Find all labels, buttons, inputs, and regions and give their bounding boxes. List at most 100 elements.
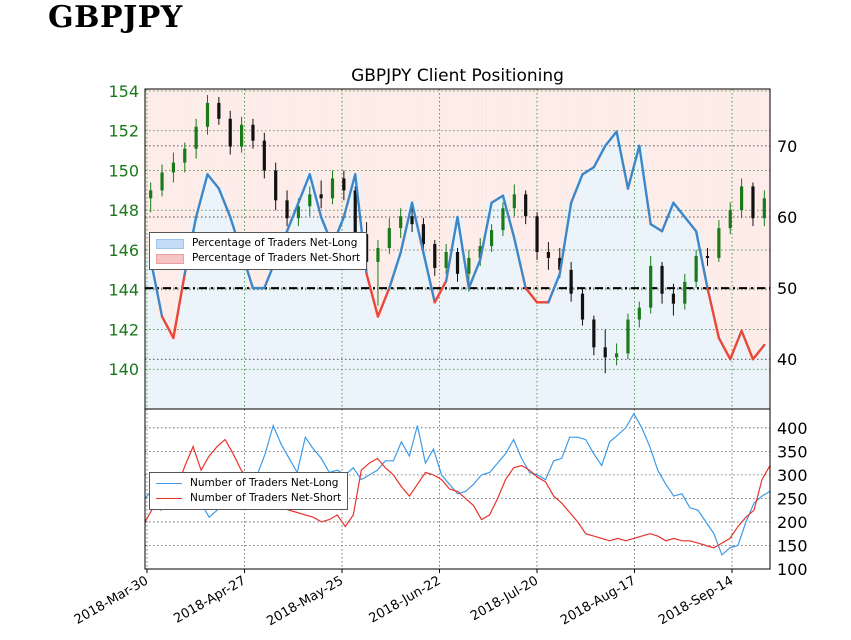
net-short-band	[701, 89, 714, 289]
net-long-band	[383, 288, 396, 409]
net-short-band	[679, 89, 691, 217]
x-tick-label: 2018-Sep-14	[656, 573, 736, 628]
candle-body	[353, 190, 357, 235]
candle-body	[296, 206, 301, 219]
net-long-band	[349, 174, 362, 409]
percent-line-segment	[365, 272, 380, 318]
price-tick-label: 144	[108, 281, 139, 300]
legend-label-traders-short: Number of Traders Net-Short	[190, 492, 342, 504]
candle-body	[637, 307, 641, 320]
net-short-band	[372, 89, 384, 317]
net-short-band	[395, 89, 407, 253]
percent-line-segment	[388, 251, 402, 290]
net-short-band	[179, 89, 191, 274]
net-short-band	[338, 89, 350, 217]
percent-line-segment	[694, 230, 709, 290]
bottom-panel-frame	[144, 408, 771, 570]
candle-body	[308, 194, 312, 207]
candle-body	[183, 148, 187, 163]
price-tick-label: 146	[108, 241, 139, 260]
candle-body	[342, 178, 346, 191]
candle-body	[683, 281, 687, 304]
candle-body	[239, 124, 244, 147]
net-short-band	[315, 89, 328, 217]
candle-body	[489, 230, 494, 247]
percent-line-segment	[433, 279, 448, 304]
candle-body	[421, 224, 426, 245]
percent-line-segment	[160, 315, 175, 340]
net-long-band	[201, 174, 214, 409]
percent-line-segment	[206, 173, 221, 190]
net-long-band	[292, 202, 305, 409]
percent-line-segment	[524, 286, 539, 304]
x-tick-label: 2018-Apr-27	[171, 573, 248, 626]
candlesticks	[149, 94, 766, 374]
net-short-band	[485, 89, 498, 203]
net-long-band	[497, 195, 509, 409]
percent-line-segment	[410, 201, 425, 254]
net-long-band	[724, 359, 737, 409]
candle-body	[399, 216, 403, 229]
candle-body	[217, 102, 221, 119]
candle-body	[410, 216, 414, 225]
net-short-band	[383, 89, 396, 289]
net-long-band	[735, 330, 748, 409]
traders-tick-label: 400	[777, 419, 808, 438]
net-long-band	[326, 245, 339, 409]
percent-line-segment	[558, 201, 573, 276]
percent-line-segment	[513, 237, 527, 290]
net-short-band	[610, 89, 623, 132]
candle-body	[376, 248, 380, 262]
net-short-band	[326, 89, 339, 246]
net-long-band	[406, 202, 419, 409]
net-long-band	[463, 288, 475, 409]
net-short-band	[542, 89, 555, 303]
net-long-band	[474, 259, 487, 409]
net-long-band	[656, 231, 669, 409]
net-long-band	[565, 202, 578, 409]
legend-item-traders-short: Number of Traders Net-Short	[156, 491, 341, 506]
net-long-band	[213, 188, 225, 409]
net-short-band	[520, 89, 532, 289]
net-short-band	[292, 89, 305, 203]
net-long-band	[679, 217, 691, 409]
candle-body	[558, 257, 562, 270]
net-long-band	[645, 224, 657, 409]
candle-body	[580, 293, 585, 320]
percent-line-segment	[592, 144, 607, 169]
percent-line-segment	[467, 258, 482, 290]
net-long-band	[485, 202, 498, 409]
candle-body	[751, 186, 755, 219]
net-long-band	[429, 302, 441, 409]
candle-body	[524, 194, 528, 217]
candle-body	[455, 251, 460, 274]
net-long-band	[520, 288, 532, 409]
net-short-band	[167, 89, 180, 338]
candle-body	[387, 228, 391, 249]
net-long-band	[315, 217, 328, 409]
net-short-band	[588, 89, 600, 168]
net-long-band	[508, 238, 521, 409]
traders-tick-label: 300	[777, 466, 808, 485]
chart-title: GBPJPY Client Positioning	[351, 66, 564, 86]
traders-tick-label: 150	[777, 536, 808, 555]
net-long-band	[258, 288, 271, 409]
percent-line-segment	[444, 215, 459, 283]
percent-line-segment	[660, 201, 675, 233]
net-long-band	[690, 231, 703, 409]
traders-tick-label: 200	[777, 513, 808, 532]
percent-line-segment	[547, 272, 561, 304]
net-long-band	[395, 252, 407, 409]
net-short-band	[633, 89, 646, 146]
percent-line-segment	[501, 194, 516, 240]
percent-line-segment	[297, 173, 311, 204]
legend-label-net-short: Percentage of Traders Net-Short	[192, 252, 361, 264]
percent-line-segment	[649, 222, 664, 233]
net-short-band	[656, 89, 669, 232]
net-short-band	[554, 89, 566, 274]
candle-body	[614, 353, 619, 358]
candle-body	[262, 140, 266, 171]
percent-line-segment	[569, 173, 584, 204]
percent-line-segment	[740, 329, 755, 361]
candle-body	[501, 208, 505, 231]
